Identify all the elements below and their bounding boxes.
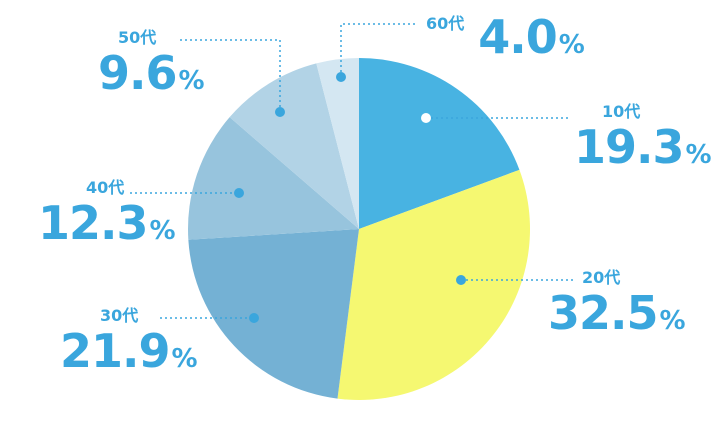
leader-dot-10s xyxy=(421,113,431,123)
category-label-10s: 10代 xyxy=(602,102,641,121)
leader-line-50s xyxy=(180,39,281,112)
label-50s: 50代 9.6% xyxy=(98,28,205,97)
label-10s: 10代 19.3% xyxy=(574,102,712,171)
leader-dot-30s xyxy=(249,313,259,323)
pie-slice-40s xyxy=(188,117,359,240)
unit-label-10s: % xyxy=(685,140,712,170)
unit-label-60s: % xyxy=(558,30,585,60)
leader-dot-20s xyxy=(456,275,466,285)
value-label-50s: 9.6 xyxy=(98,46,177,100)
leader-dot-60s xyxy=(336,72,346,82)
leader-dot-50s xyxy=(275,107,285,117)
unit-label-20s: % xyxy=(659,306,686,336)
value-label-30s: 21.9 xyxy=(60,324,170,378)
unit-label-30s: % xyxy=(171,344,198,374)
category-label-20s: 20代 xyxy=(582,268,621,287)
label-20s: 20代 32.5% xyxy=(548,268,686,337)
leader-dot-40s xyxy=(234,188,244,198)
pie-slice-50s xyxy=(229,63,359,229)
category-label-50s: 50代 xyxy=(118,28,157,47)
unit-label-50s: % xyxy=(178,66,205,96)
leader-lines xyxy=(130,23,575,323)
category-label-40s: 40代 xyxy=(86,178,125,197)
value-label-10s: 19.3 xyxy=(574,120,684,174)
pie-slice-60s xyxy=(316,58,359,229)
unit-label-40s: % xyxy=(149,216,176,246)
label-40s: 40代 12.3% xyxy=(38,178,176,247)
category-label-30s: 30代 xyxy=(100,306,139,325)
pie-slices xyxy=(188,58,530,400)
value-label-60s: 4.0 xyxy=(478,10,557,64)
category-label-60s: 60代 xyxy=(426,14,465,33)
value-label-40s: 12.3 xyxy=(38,196,148,250)
label-60s: 60代 4.0% xyxy=(426,14,585,60)
pie-slice-10s xyxy=(359,58,520,229)
value-label-20s: 32.5 xyxy=(548,286,658,340)
pie-slice-30s xyxy=(188,229,359,399)
pie-slice-20s xyxy=(337,169,530,400)
label-30s: 30代 21.9% xyxy=(60,306,198,375)
